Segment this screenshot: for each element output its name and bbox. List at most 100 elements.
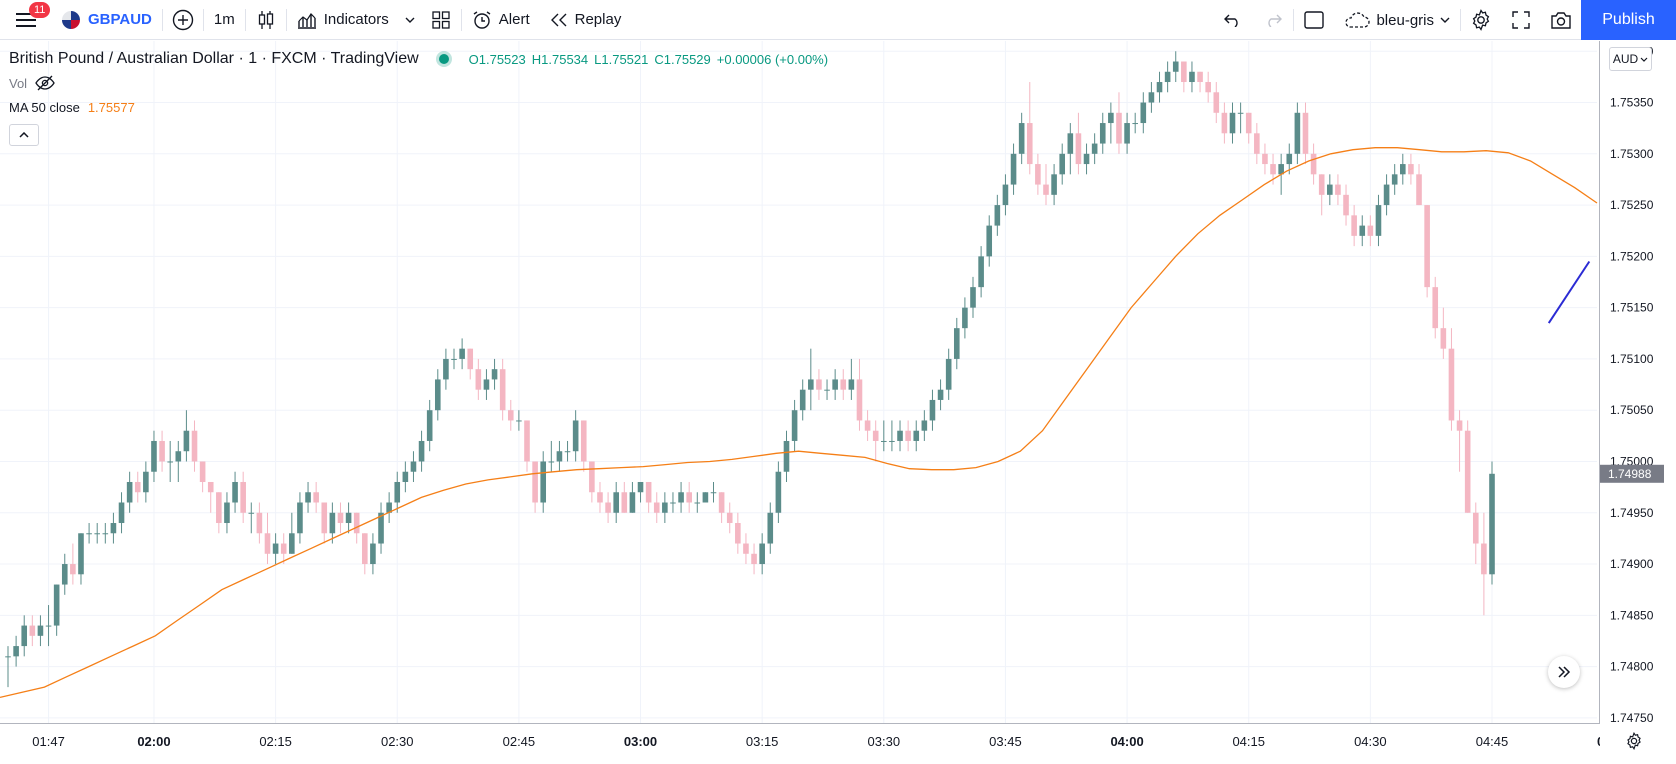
redo-button[interactable] (1253, 0, 1293, 40)
layout-button[interactable] (1294, 0, 1334, 40)
candle (1026, 82, 1033, 175)
rewind-icon (550, 13, 567, 26)
candle (1091, 133, 1098, 165)
candle (710, 481, 717, 503)
undo-button[interactable] (1213, 0, 1253, 40)
eye-hidden-icon[interactable] (35, 75, 55, 91)
candle-body (45, 625, 52, 627)
candle (1294, 102, 1301, 165)
axis-settings-button[interactable] (1620, 728, 1648, 754)
candle (1359, 215, 1366, 247)
price-chart[interactable] (0, 41, 1600, 723)
open-value: O1.75523 (468, 51, 526, 67)
currency-dropdown[interactable]: AUD (1609, 47, 1652, 71)
candle-body (645, 481, 652, 503)
candle-body (1278, 164, 1284, 175)
candle-body (378, 512, 384, 544)
symbol-search-button[interactable]: GBPAUD (52, 0, 162, 40)
candle-body (1375, 205, 1382, 236)
interval-button[interactable]: 1m (213, 11, 235, 28)
candle-body (840, 379, 847, 390)
candle-body (962, 307, 968, 329)
candle-body (53, 584, 60, 626)
candle-body (86, 533, 92, 535)
candle-body (248, 512, 255, 514)
candle (1156, 71, 1163, 103)
candle (1351, 205, 1357, 247)
candle (459, 338, 465, 370)
candle (621, 481, 628, 513)
replay-button[interactable]: Replay (540, 0, 632, 40)
candle (378, 502, 384, 554)
candle (102, 523, 109, 544)
candle-body (718, 492, 725, 513)
chart-legend: British Pound / Australian Dollar · 1 · … (9, 50, 828, 68)
time-tick-label: 03:30 (868, 734, 901, 749)
candle-body (589, 461, 595, 493)
candle (629, 481, 636, 513)
candle-body (710, 492, 717, 494)
candle (832, 369, 838, 400)
candle (240, 471, 246, 524)
chevron-down-icon (1640, 57, 1648, 62)
volume-legend[interactable]: Vol (9, 75, 55, 91)
candle-body (929, 399, 936, 421)
time-tick-label: 01:47 (32, 734, 65, 749)
candle (978, 246, 984, 298)
chart-type-button[interactable] (246, 0, 286, 40)
snapshot-button[interactable] (1541, 0, 1581, 40)
candle (475, 358, 482, 400)
price-tick-label: 1.74800 (1610, 660, 1654, 674)
candle-body (167, 461, 173, 463)
double-chevron-right-icon (1558, 666, 1571, 678)
candle-body (970, 287, 976, 308)
indicators-label: Indicators (323, 11, 389, 28)
candle (394, 471, 401, 513)
main-menu-button[interactable]: 11 (0, 0, 52, 40)
scroll-to-realtime-button[interactable] (1548, 656, 1580, 688)
candle-body (1440, 328, 1447, 349)
candle-body (459, 348, 465, 359)
candle-body (889, 440, 895, 442)
candle-body (1205, 82, 1211, 93)
series-title[interactable]: British Pound / Australian Dollar · 1 · … (9, 50, 419, 67)
candle-body (199, 461, 206, 482)
alert-button[interactable]: Alert (462, 0, 540, 40)
candle-body (548, 461, 555, 463)
collapse-legend-button[interactable] (9, 124, 39, 146)
candle-body (937, 389, 944, 400)
candle (994, 194, 1001, 236)
price-axis[interactable]: 1.754001.753501.753001.752501.752001.751… (1599, 41, 1676, 725)
settings-button[interactable] (1461, 0, 1501, 40)
compare-symbol-button[interactable] (163, 0, 203, 40)
publish-button[interactable]: Publish (1581, 0, 1676, 40)
candle-body (1067, 133, 1074, 154)
candle-body (1424, 205, 1430, 288)
candle-body (21, 625, 28, 647)
candle (467, 348, 474, 380)
candle-body (686, 492, 692, 503)
candle-body (597, 492, 603, 503)
candle-body (1010, 153, 1017, 185)
time-axis[interactable]: 01:47 02:00 02:15 02:30 02:45 03:00 03:15 03:30… (0, 723, 1630, 759)
candle-body (370, 543, 376, 565)
candle-body (1294, 112, 1301, 154)
candle (13, 635, 19, 667)
candle (1391, 164, 1398, 195)
templates-button[interactable] (421, 0, 461, 40)
candle-body (767, 512, 774, 544)
price-tick-label: 1.75200 (1610, 249, 1654, 263)
low-value: L1.75521 (594, 51, 649, 67)
candle-body (475, 369, 482, 390)
candle (1481, 512, 1487, 616)
fullscreen-button[interactable] (1501, 0, 1541, 40)
candle (370, 533, 376, 575)
candle-body (289, 533, 295, 554)
candle-body (1083, 153, 1090, 165)
ma-legend[interactable]: MA 50 close 1.75577 (9, 100, 135, 115)
indicators-dropdown-button[interactable] (399, 0, 421, 40)
candle-body (572, 420, 579, 452)
indicators-button[interactable]: Indicators (287, 0, 399, 40)
layout-name-button[interactable]: bleu-gris (1334, 0, 1460, 40)
cloud-icon (1345, 12, 1371, 28)
